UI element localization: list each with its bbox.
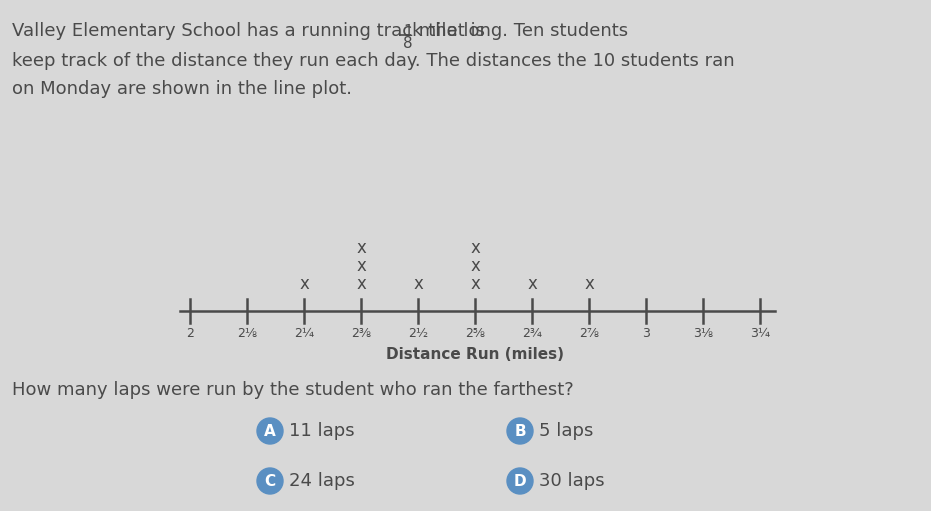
Circle shape	[507, 468, 533, 494]
Text: 5 laps: 5 laps	[539, 422, 593, 440]
Text: 1: 1	[403, 24, 412, 39]
Text: 2⅞: 2⅞	[579, 327, 599, 340]
Text: 30 laps: 30 laps	[539, 472, 604, 490]
Text: 2¼: 2¼	[294, 327, 314, 340]
Text: B: B	[514, 424, 526, 438]
Text: 8: 8	[403, 36, 412, 51]
Text: x: x	[584, 275, 594, 293]
Text: 11 laps: 11 laps	[289, 422, 355, 440]
Text: x: x	[356, 275, 366, 293]
Text: x: x	[527, 275, 537, 293]
Text: on Monday are shown in the line plot.: on Monday are shown in the line plot.	[12, 80, 352, 98]
Text: 2½: 2½	[408, 327, 428, 340]
Text: 2⅛: 2⅛	[236, 327, 257, 340]
Text: D: D	[514, 474, 526, 489]
Text: x: x	[299, 275, 309, 293]
Circle shape	[257, 418, 283, 444]
Text: mile long. Ten students: mile long. Ten students	[413, 22, 628, 40]
Text: Distance Run (miles): Distance Run (miles)	[386, 347, 564, 362]
Text: 24 laps: 24 laps	[289, 472, 355, 490]
Text: 2⅝: 2⅝	[465, 327, 485, 340]
Text: 3¼: 3¼	[750, 327, 770, 340]
Text: x: x	[470, 239, 480, 257]
Text: 3⅛: 3⅛	[693, 327, 713, 340]
Text: x: x	[470, 257, 480, 275]
Text: How many laps were run by the student who ran the farthest?: How many laps were run by the student wh…	[12, 381, 573, 399]
Text: 2⅜: 2⅜	[351, 327, 371, 340]
Text: x: x	[356, 257, 366, 275]
Text: keep track of the distance they run each day. The distances the 10 students ran: keep track of the distance they run each…	[12, 52, 735, 70]
Text: x: x	[413, 275, 423, 293]
Text: x: x	[470, 275, 480, 293]
Circle shape	[507, 418, 533, 444]
Text: C: C	[264, 474, 276, 489]
Text: Valley Elementary School has a running track that is: Valley Elementary School has a running t…	[12, 22, 491, 40]
Text: A: A	[264, 424, 276, 438]
Text: 2¾: 2¾	[522, 327, 542, 340]
Text: 2: 2	[186, 327, 194, 340]
Circle shape	[257, 468, 283, 494]
Text: x: x	[356, 239, 366, 257]
Text: 3: 3	[642, 327, 650, 340]
